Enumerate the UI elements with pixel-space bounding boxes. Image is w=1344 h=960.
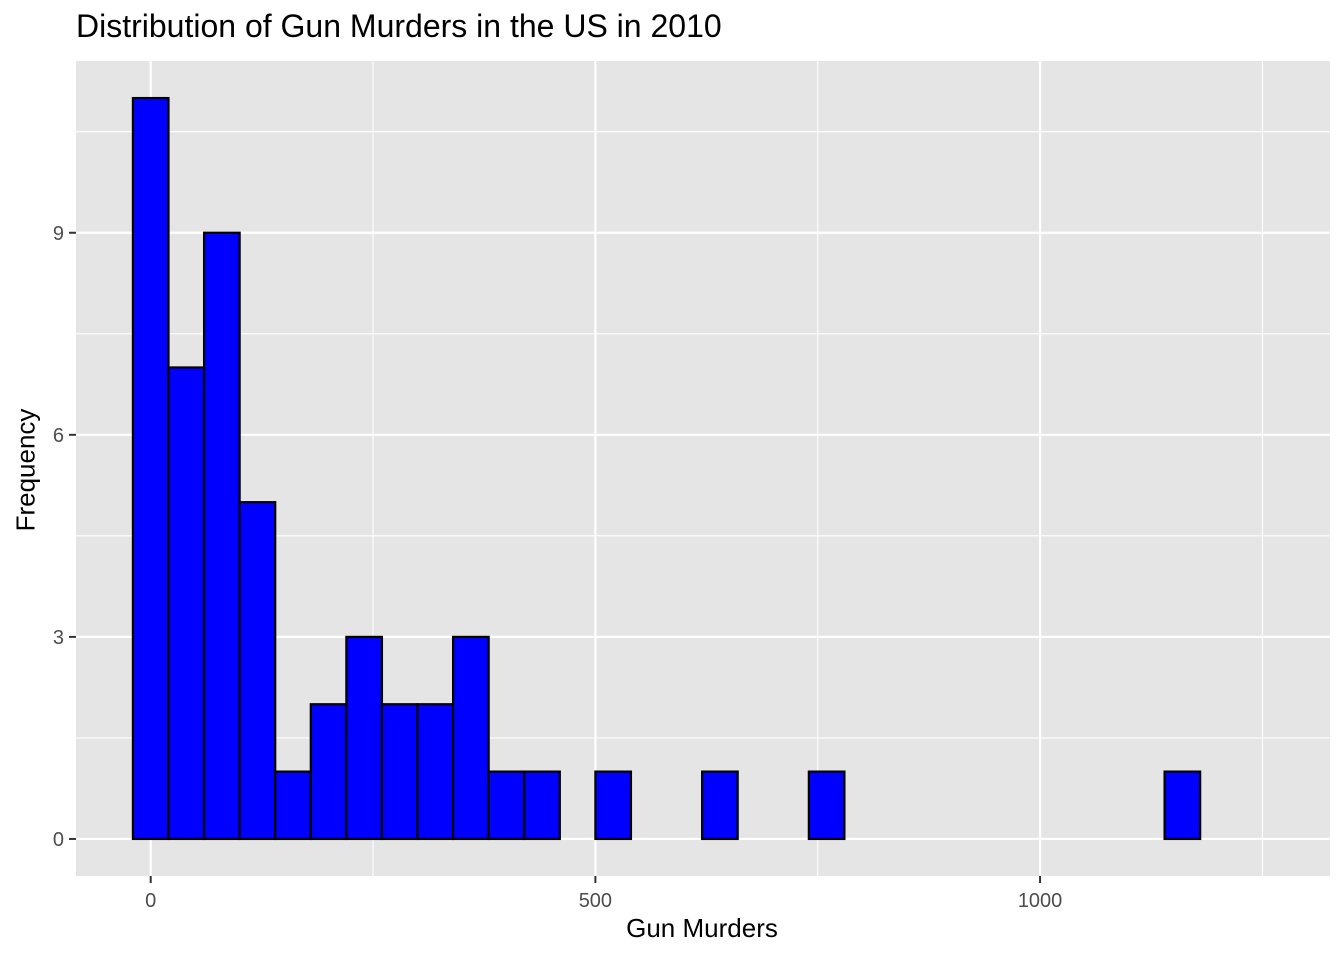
x-tick-label: 0 — [145, 890, 156, 912]
x-axis-ticks: 0 500 1000 — [145, 876, 1062, 912]
x-axis-label: Gun Murders — [626, 913, 778, 943]
histogram-bar — [523, 770, 561, 841]
histogram-bars — [131, 96, 1202, 841]
histogram-bar — [1163, 770, 1202, 841]
histogram-bar — [274, 770, 312, 841]
histogram-bar — [451, 635, 490, 841]
y-tick-label: 3 — [53, 627, 64, 649]
histogram-bar — [807, 770, 846, 841]
histogram-bar — [487, 770, 526, 841]
y-tick-label: 9 — [53, 223, 64, 245]
histogram-bar — [131, 96, 170, 841]
plot-panel — [76, 61, 1330, 876]
histogram-bar — [309, 703, 348, 841]
y-tick-label: 0 — [53, 829, 64, 851]
histogram-bar — [380, 703, 419, 841]
minor-gridlines — [76, 61, 1330, 876]
histogram-bar — [167, 366, 206, 841]
histogram-bar — [594, 770, 633, 841]
y-axis-ticks: 0 3 6 9 — [53, 223, 76, 851]
histogram-bar — [701, 770, 739, 841]
x-tick-label: 500 — [579, 890, 612, 912]
histogram-bar — [416, 703, 455, 841]
histogram-bar — [238, 501, 277, 841]
histogram-bar — [345, 635, 384, 841]
chart-title: Distribution of Gun Murders in the US in… — [76, 8, 722, 44]
y-axis-label: Frequency — [10, 408, 41, 532]
x-tick-label: 1000 — [1018, 890, 1063, 912]
histogram-bar — [202, 231, 241, 841]
y-tick-label: 6 — [53, 425, 64, 447]
